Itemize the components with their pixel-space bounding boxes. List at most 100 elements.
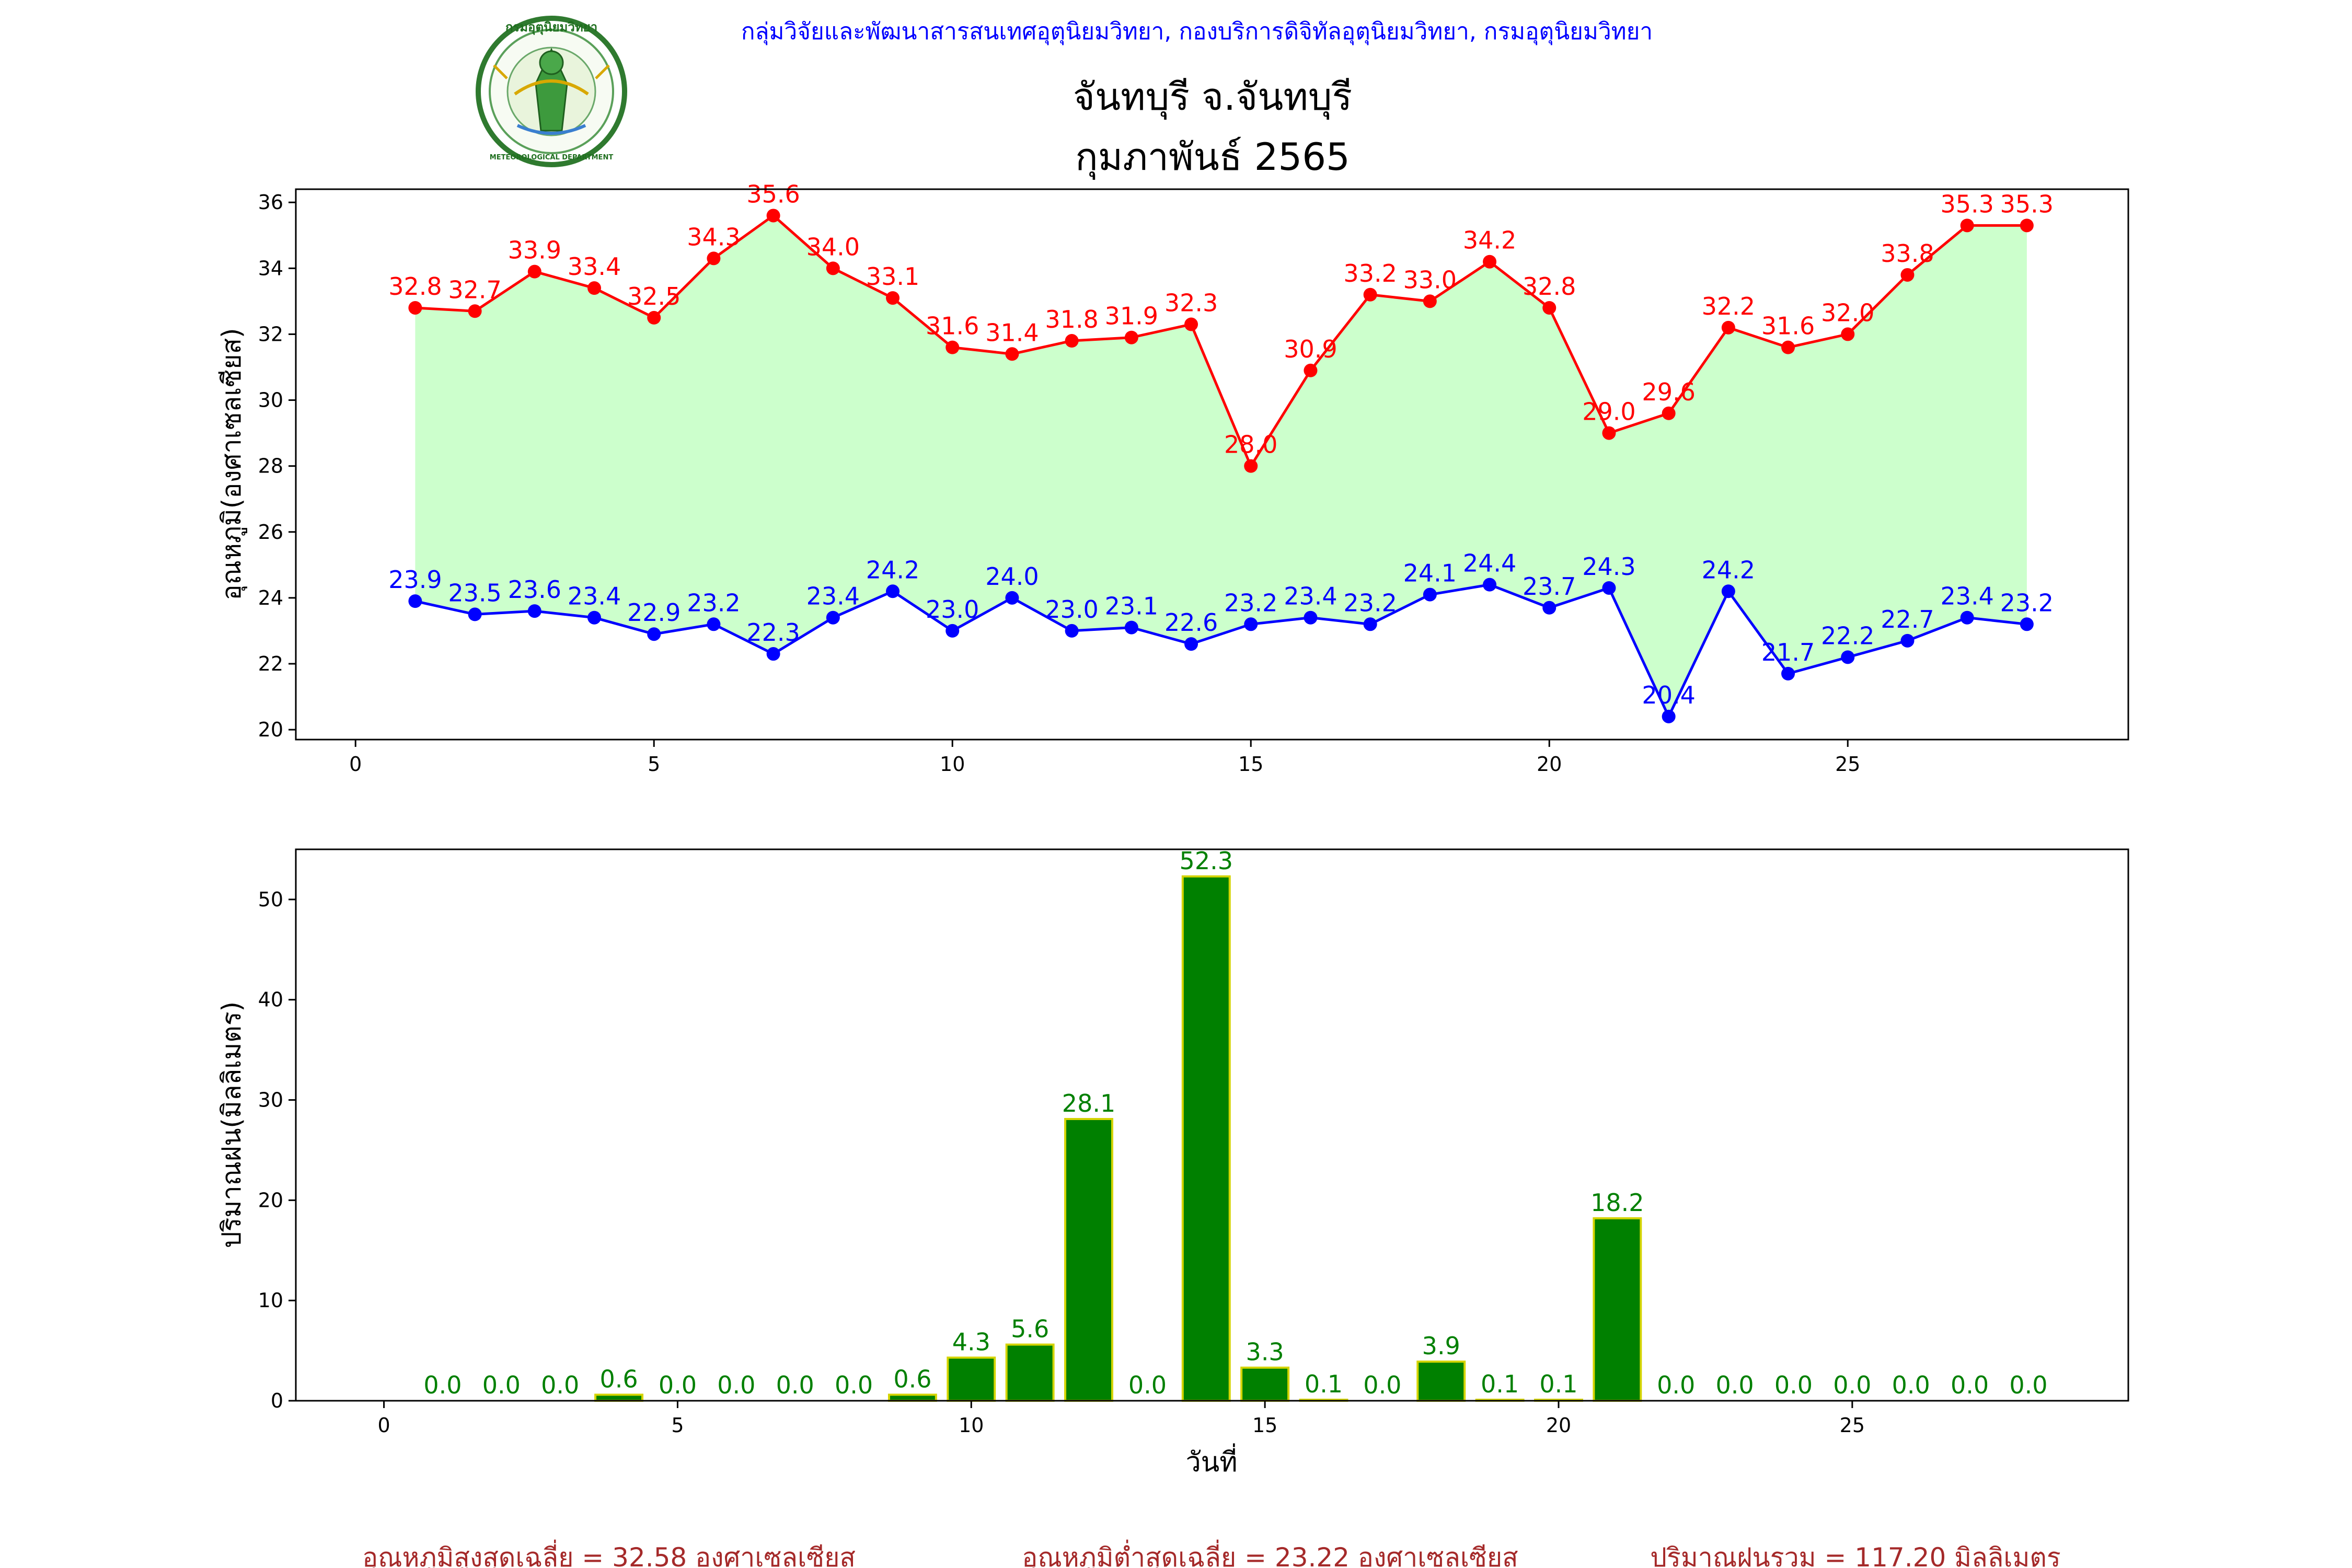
rainfall-value-label: 0.0 [1657, 1371, 1695, 1399]
temperature-y-axis-label: อุณหภูมิ(องศาเซลเซียส) [216, 328, 247, 600]
max-temperature-label: 31.6 [1761, 312, 1815, 340]
min-temperature-label: 23.2 [1343, 589, 1397, 617]
rainfall-value-label: 0.1 [1539, 1370, 1577, 1398]
min-temperature-point [886, 584, 900, 598]
max-temperature-label: 33.2 [1343, 259, 1397, 287]
rainfall-value-label: 0.0 [1128, 1371, 1167, 1399]
max-temperature-point [1304, 363, 1318, 377]
temperature-y-tick-label: 24 [258, 586, 283, 609]
rainfall-value-label: 52.3 [1180, 847, 1233, 875]
chart-title-period: กุมภาพันธ์ 2565 [1075, 135, 1350, 180]
min-temperature-label: 23.6 [508, 575, 561, 604]
rainfall-value-label: 0.0 [1716, 1371, 1754, 1399]
min-temperature-label: 22.6 [1165, 608, 1218, 637]
max-temperature-point [1363, 287, 1377, 302]
min-temperature-point [826, 610, 840, 625]
rainfall-y-tick-label: 0 [271, 1389, 283, 1412]
rainfall-value-label: 0.0 [482, 1371, 521, 1399]
rainfall-y-tick-label: 10 [258, 1289, 283, 1312]
max-temperature-point [886, 291, 900, 305]
rainfall-bar [1064, 1117, 1113, 1402]
min-temperature-point [2020, 617, 2034, 631]
logo-text-top: กรมอุตุนิยมวิทยา [505, 20, 597, 36]
min-temperature-label: 23.5 [448, 579, 501, 607]
max-temperature-point [1184, 317, 1198, 331]
max-temperature-label: 29.6 [1642, 378, 1695, 406]
temperature-x-tick-label: 0 [349, 753, 362, 776]
min-temperature-point [1662, 709, 1676, 723]
max-temperature-point [946, 340, 960, 354]
rainfall-bar [1416, 1361, 1466, 1402]
min-temperature-point [1542, 601, 1557, 615]
min-temperature-label: 21.7 [1761, 638, 1815, 666]
rainfall-x-tick-label: 5 [671, 1414, 684, 1437]
min-temperature-label: 23.4 [1284, 582, 1337, 610]
rainfall-value-label: 28.1 [1062, 1089, 1115, 1117]
rainfall-value-label: 0.0 [541, 1371, 579, 1399]
max-temperature-label: 29.0 [1582, 398, 1635, 426]
temperature-y-tick-label: 22 [258, 652, 283, 675]
temperature-x-tick-label: 15 [1238, 753, 1263, 776]
rainfall-value-label: 0.1 [1305, 1370, 1343, 1398]
rainfall-x-tick-label: 20 [1546, 1414, 1571, 1437]
min-temperature-label: 24.3 [1582, 552, 1635, 581]
max-temperature-label: 33.0 [1403, 266, 1457, 294]
max-temperature-point [707, 251, 721, 266]
rainfall-y-tick-label: 50 [258, 888, 283, 911]
rainfall-bar [594, 1393, 643, 1402]
max-temperature-point [766, 209, 780, 223]
rainfall-value-label: 0.0 [717, 1371, 755, 1399]
rainfall-value-label: 0.0 [659, 1371, 697, 1399]
min-temperature-label: 22.3 [746, 618, 800, 647]
rainfall-bar [1593, 1217, 1642, 1402]
rainfall-bar [1005, 1343, 1055, 1402]
min-temperature-label: 23.4 [568, 582, 621, 610]
rainfall-value-label: 0.6 [893, 1365, 931, 1393]
chart-title-location: จันทบุรี จ.จันทบุรี [1073, 75, 1352, 120]
min-temperature-point [1363, 617, 1377, 631]
temperature-x-tick-label: 25 [1835, 753, 1860, 776]
max-temperature-point [587, 281, 602, 295]
temperature-range-fill [415, 215, 2027, 717]
temperature-y-tick-label: 36 [258, 191, 283, 214]
min-temperature-label: 23.0 [926, 595, 979, 624]
max-temperature-point [1542, 301, 1557, 315]
temperature-y-tick-label: 34 [258, 257, 283, 280]
min-temperature-label: 23.4 [1940, 582, 1993, 610]
min-temperature-point [946, 624, 960, 638]
max-temperature-point [1841, 327, 1855, 341]
max-temperature-point [1900, 268, 1915, 282]
max-temperature-line [415, 214, 2027, 469]
temperature-y-tick-label: 20 [258, 718, 283, 741]
min-temperature-point [408, 594, 422, 608]
temperature-y-tick-label: 26 [258, 521, 283, 544]
max-temperature-point [1960, 218, 1974, 233]
logo-text-bottom: METEOROLOGICAL DEPARTMENT [490, 154, 614, 162]
min-temperature-point [647, 627, 661, 641]
min-temperature-point [1781, 666, 1795, 681]
max-temperature-label: 35.3 [1940, 190, 1993, 218]
min-temperature-label: 22.9 [627, 598, 681, 627]
temperature-y-tick-label: 30 [258, 389, 283, 412]
rainfall-y-tick-label: 30 [258, 1089, 283, 1112]
total-rainfall: ปริมาณฝนรวม = 117.20 มิลลิเมตร [1650, 1542, 2061, 1568]
temperature-x-tick-label: 5 [648, 753, 660, 776]
max-temperature-point [647, 310, 661, 325]
temperature-y-tick-label: 28 [258, 455, 283, 478]
min-temperature-point [1005, 591, 1019, 605]
rainfall-value-label: 0.0 [1951, 1371, 1989, 1399]
min-temperature-label: 23.2 [2000, 589, 2054, 617]
max-temperature-label: 35.3 [2000, 190, 2054, 218]
min-temperature-point [1841, 650, 1855, 664]
max-temperature-point [1065, 334, 1079, 348]
max-temperature-point [1662, 406, 1676, 420]
rainfall-value-label: 0.0 [835, 1371, 873, 1399]
max-temperature-label: 34.0 [806, 233, 860, 261]
max-temperature-point [1124, 330, 1138, 344]
min-temperature-point [1483, 578, 1497, 592]
max-temperature-label: 33.8 [1881, 239, 1934, 268]
max-temperature-label: 32.2 [1702, 292, 1755, 320]
max-temperature-label: 31.9 [1105, 302, 1158, 330]
max-temperature-label: 34.3 [687, 223, 740, 251]
